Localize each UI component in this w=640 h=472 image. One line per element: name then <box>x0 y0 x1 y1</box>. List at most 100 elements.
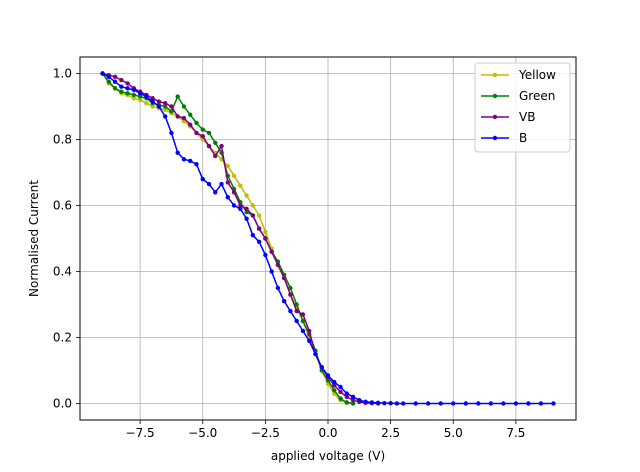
legend-item: VB <box>481 110 535 124</box>
data-point <box>319 365 324 370</box>
data-point <box>369 400 375 405</box>
data-point <box>156 99 162 104</box>
data-point <box>162 101 168 106</box>
data-point <box>200 134 205 139</box>
data-point <box>213 153 218 159</box>
data-point <box>332 388 337 393</box>
legend-item: Yellow <box>481 68 556 82</box>
data-point <box>344 400 349 405</box>
data-point <box>256 239 262 244</box>
data-point <box>307 338 312 343</box>
data-point <box>112 79 118 84</box>
data-point <box>244 216 249 221</box>
x-tick-label: −5.0 <box>188 426 217 440</box>
data-point <box>357 398 362 403</box>
data-point <box>300 312 306 317</box>
y-tick-label: 0.2 <box>53 331 72 345</box>
data-point <box>338 384 343 390</box>
data-point <box>175 150 180 155</box>
data-point <box>150 96 155 101</box>
data-point <box>137 94 143 99</box>
data-point <box>288 292 293 297</box>
data-point <box>150 104 155 109</box>
series-layer <box>100 71 556 406</box>
data-point <box>250 213 256 218</box>
data-point <box>206 181 212 187</box>
data-point <box>219 181 224 187</box>
data-point <box>275 262 281 268</box>
data-point <box>413 401 418 406</box>
data-point <box>213 190 218 195</box>
data-point <box>131 92 137 98</box>
x-tick-label: 7.5 <box>506 426 525 440</box>
data-point <box>169 104 174 109</box>
data-point <box>281 275 287 281</box>
data-point <box>219 143 224 149</box>
data-point <box>181 104 187 109</box>
data-point <box>188 158 193 164</box>
y-tick-label: 1.0 <box>53 67 72 81</box>
data-point <box>225 163 230 169</box>
data-point <box>400 401 406 406</box>
data-point <box>394 401 400 406</box>
data-point <box>263 252 268 258</box>
legend-item: B <box>481 131 527 145</box>
data-point <box>213 140 218 145</box>
data-point <box>200 176 205 182</box>
data-point <box>162 114 168 119</box>
data-point <box>338 389 343 395</box>
data-point <box>250 233 256 238</box>
y-tick-label: 0.0 <box>53 397 72 411</box>
data-point <box>344 394 349 400</box>
data-point <box>382 400 387 406</box>
data-point <box>526 401 531 406</box>
data-point <box>476 401 481 406</box>
data-point <box>206 130 212 136</box>
data-point <box>438 401 443 406</box>
y-tick-label: 0.6 <box>53 199 72 213</box>
data-point <box>144 94 149 99</box>
data-point <box>325 373 331 378</box>
legend-box <box>474 62 571 153</box>
data-point <box>501 401 506 406</box>
x-tick-label: 5.0 <box>444 426 463 440</box>
data-point <box>131 96 137 101</box>
x-tick-label: −7.5 <box>126 426 155 440</box>
data-point <box>156 104 162 109</box>
data-point <box>181 115 187 121</box>
legend-label: Yellow <box>518 68 556 82</box>
data-point <box>350 394 356 400</box>
legend-swatch-marker <box>492 135 498 141</box>
y-axis-label: Normalised Current <box>27 180 41 297</box>
data-point <box>125 86 130 91</box>
data-point <box>313 351 318 357</box>
data-point <box>162 107 168 113</box>
data-point <box>106 74 112 80</box>
data-point <box>231 203 237 208</box>
x-axis-ticks: −7.5 −5.0 −2.5 0.0 2.5 5.0 7.5 <box>126 420 525 440</box>
data-point <box>244 206 249 211</box>
x-tick-label: 2.5 <box>381 426 400 440</box>
x-tick-label: −2.5 <box>251 426 280 440</box>
data-point <box>451 401 456 406</box>
data-point <box>238 206 243 211</box>
data-point <box>288 285 293 291</box>
data-point <box>375 400 381 406</box>
data-point <box>350 398 356 403</box>
data-point <box>551 401 556 406</box>
data-point <box>294 308 299 314</box>
data-point <box>281 299 287 304</box>
data-point <box>112 86 118 91</box>
data-point <box>513 401 519 406</box>
data-point <box>538 401 544 406</box>
data-point <box>162 104 168 109</box>
data-point <box>463 401 468 406</box>
data-point <box>275 285 281 291</box>
data-point <box>144 101 149 106</box>
legend-swatch-marker <box>492 72 498 78</box>
y-tick-label: 0.8 <box>53 133 72 147</box>
y-axis-ticks: 0.0 0.2 0.4 0.6 0.8 1.0 <box>53 67 80 411</box>
legend-label: Green <box>519 89 555 103</box>
x-tick-label: 0.0 <box>318 426 337 440</box>
data-point <box>112 74 118 80</box>
